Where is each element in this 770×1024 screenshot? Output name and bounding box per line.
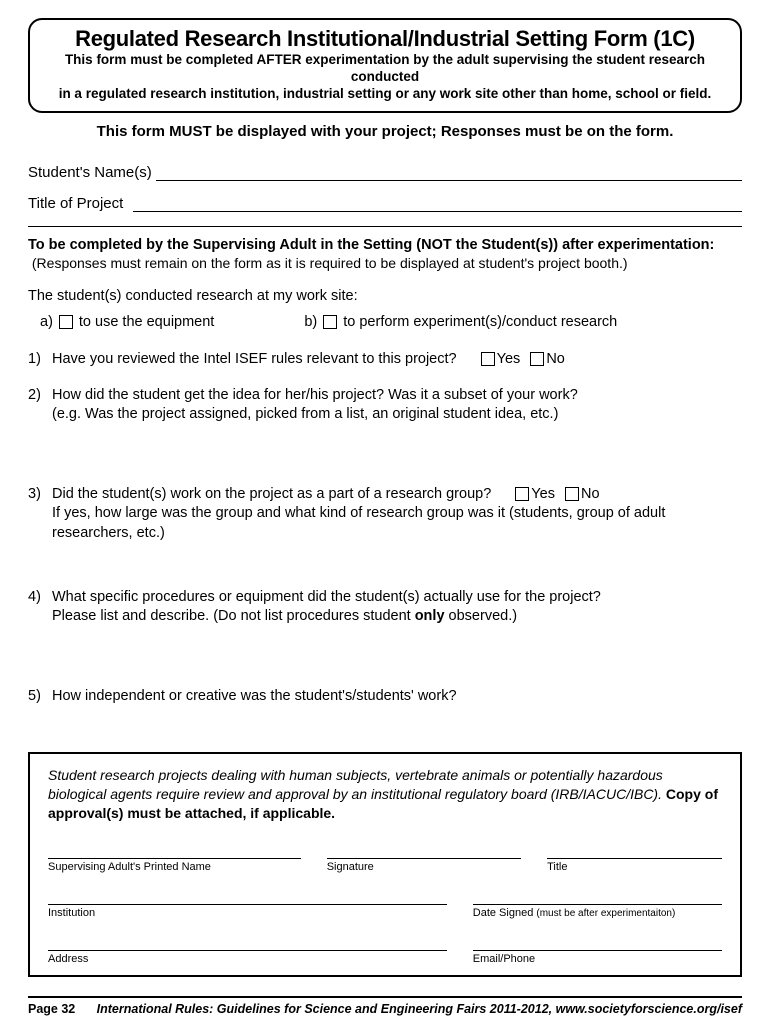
student-name-label: Student's Name(s) bbox=[28, 164, 152, 181]
opt-b-text: to perform experiment(s)/conduct researc… bbox=[343, 314, 617, 330]
question-4: 4) What specific procedures or equipment… bbox=[28, 588, 742, 627]
q1-yn: Yes No bbox=[479, 351, 565, 367]
project-title-input[interactable] bbox=[133, 198, 742, 212]
sig-instructions: Student research projects dealing with h… bbox=[48, 766, 722, 823]
q3-yes: Yes bbox=[531, 486, 555, 502]
section-note-text: (Responses must remain on the form as it… bbox=[32, 255, 628, 271]
q1-no: No bbox=[546, 351, 565, 367]
q4-l2a: Please list and describe. (Do not list p… bbox=[52, 608, 415, 624]
q1-no-checkbox[interactable] bbox=[530, 352, 544, 366]
project-title-row: Title of Project bbox=[28, 195, 742, 212]
q1-text: Have you reviewed the Intel ISEF rules r… bbox=[52, 351, 457, 367]
q4-body: What specific procedures or equipment di… bbox=[52, 588, 742, 627]
sig-address-input[interactable] bbox=[48, 929, 447, 951]
sig-date-label: Date Signed bbox=[473, 907, 537, 919]
sig-address-cell: Address bbox=[48, 929, 447, 965]
q2-num: 2) bbox=[28, 386, 52, 425]
q3-l1: Did the student(s) work on the project a… bbox=[52, 486, 491, 502]
sig-signature-label: Signature bbox=[327, 861, 521, 873]
section-heading: To be completed by the Supervising Adult… bbox=[28, 237, 742, 253]
sig-row-3: Address Email/Phone bbox=[48, 929, 722, 965]
opt-a-prefix: a) bbox=[40, 314, 53, 330]
q4-l1: What specific procedures or equipment di… bbox=[52, 588, 742, 608]
opt-a-text: to use the equipment bbox=[79, 314, 214, 330]
option-b: b) to perform experiment(s)/conduct rese… bbox=[304, 314, 617, 330]
sig-text-a: Student research projects dealing with h… bbox=[48, 767, 666, 802]
sig-title-cell: Title bbox=[547, 837, 722, 879]
form-title: Regulated Research Institutional/Industr… bbox=[42, 26, 728, 52]
q2-l2: (e.g. Was the project assigned, picked f… bbox=[52, 405, 742, 425]
q4-l2c: observed.) bbox=[445, 608, 518, 624]
q3-body: Did the student(s) work on the project a… bbox=[52, 485, 742, 544]
q3-yn: Yes No bbox=[513, 486, 599, 502]
q5-num: 5) bbox=[28, 687, 52, 707]
header-box: Regulated Research Institutional/Industr… bbox=[28, 18, 742, 113]
signature-box: Student research projects dealing with h… bbox=[28, 752, 742, 977]
q3-no-checkbox[interactable] bbox=[565, 487, 579, 501]
display-note: This form MUST be displayed with your pr… bbox=[28, 123, 742, 140]
q3-line1: Did the student(s) work on the project a… bbox=[52, 485, 742, 505]
sig-address-label: Address bbox=[48, 953, 447, 965]
q1-body: Have you reviewed the Intel ISEF rules r… bbox=[52, 350, 742, 370]
q1-yes: Yes bbox=[497, 351, 521, 367]
student-name-input[interactable] bbox=[156, 167, 742, 181]
q4-l2: Please list and describe. (Do not list p… bbox=[52, 607, 742, 627]
footer-rules: International Rules: Guidelines for Scie… bbox=[97, 1002, 742, 1016]
question-2: 2) How did the student get the idea for … bbox=[28, 386, 742, 425]
sig-institution-cell: Institution bbox=[48, 883, 447, 925]
sig-date-note: (must be after experimentaiton) bbox=[536, 908, 675, 919]
q3-yes-checkbox[interactable] bbox=[515, 487, 529, 501]
student-name-row: Student's Name(s) bbox=[28, 164, 742, 181]
worksite-intro: The student(s) conducted research at my … bbox=[28, 287, 742, 307]
sig-email-input[interactable] bbox=[473, 929, 722, 951]
q2-body: How did the student get the idea for her… bbox=[52, 386, 742, 425]
section-note: (Responses must remain on the form as it… bbox=[28, 255, 742, 271]
opt-b-prefix: b) bbox=[304, 314, 317, 330]
sig-institution-input[interactable] bbox=[48, 883, 447, 905]
sig-row-1: Supervising Adult's Printed Name Signatu… bbox=[48, 837, 722, 879]
project-title-label: Title of Project bbox=[28, 195, 123, 212]
sig-title-input[interactable] bbox=[547, 837, 722, 859]
q3-l2: If yes, how large was the group and what… bbox=[52, 504, 742, 543]
question-5: 5) How independent or creative was the s… bbox=[28, 687, 742, 707]
q1-num: 1) bbox=[28, 350, 52, 370]
footer: Page 32 International Rules: Guidelines … bbox=[28, 996, 742, 1016]
q2-l1: How did the student get the idea for her… bbox=[52, 386, 742, 406]
checkbox-use-equipment[interactable] bbox=[59, 315, 73, 329]
worksite-options: a) to use the equipment b) to perform ex… bbox=[40, 314, 742, 330]
sig-date-cell: Date Signed (must be after experimentait… bbox=[473, 883, 722, 925]
sig-name-input[interactable] bbox=[48, 837, 301, 859]
header-sub-2: in a regulated research institution, ind… bbox=[42, 86, 728, 103]
sig-row-2: Institution Date Signed (must be after e… bbox=[48, 883, 722, 925]
sig-email-label: Email/Phone bbox=[473, 953, 722, 965]
sig-institution-label: Institution bbox=[48, 907, 447, 919]
q4-l2b: only bbox=[415, 608, 445, 624]
header-sub-1: This form must be completed AFTER experi… bbox=[42, 52, 728, 86]
divider bbox=[28, 226, 742, 227]
sig-name-label: Supervising Adult's Printed Name bbox=[48, 861, 301, 873]
footer-page: Page 32 bbox=[28, 1002, 75, 1016]
q3-num: 3) bbox=[28, 485, 52, 544]
question-3: 3) Did the student(s) work on the projec… bbox=[28, 485, 742, 544]
q3-no: No bbox=[581, 486, 600, 502]
sig-title-label: Title bbox=[547, 861, 722, 873]
sig-name-cell: Supervising Adult's Printed Name bbox=[48, 837, 301, 879]
sig-signature-cell: Signature bbox=[327, 837, 521, 879]
q4-num: 4) bbox=[28, 588, 52, 627]
q1-yes-checkbox[interactable] bbox=[481, 352, 495, 366]
sgenuine-date-label: Date Signed (must be after experimentait… bbox=[473, 907, 722, 919]
option-a: a) to use the equipment bbox=[40, 314, 214, 330]
question-1: 1) Have you reviewed the Intel ISEF rule… bbox=[28, 350, 742, 370]
sig-signature-input[interactable] bbox=[327, 837, 521, 859]
sig-date-input[interactable] bbox=[473, 883, 722, 905]
sig-email-cell: Email/Phone bbox=[473, 929, 722, 965]
q5-text: How independent or creative was the stud… bbox=[52, 687, 742, 707]
checkbox-perform-experiments[interactable] bbox=[323, 315, 337, 329]
